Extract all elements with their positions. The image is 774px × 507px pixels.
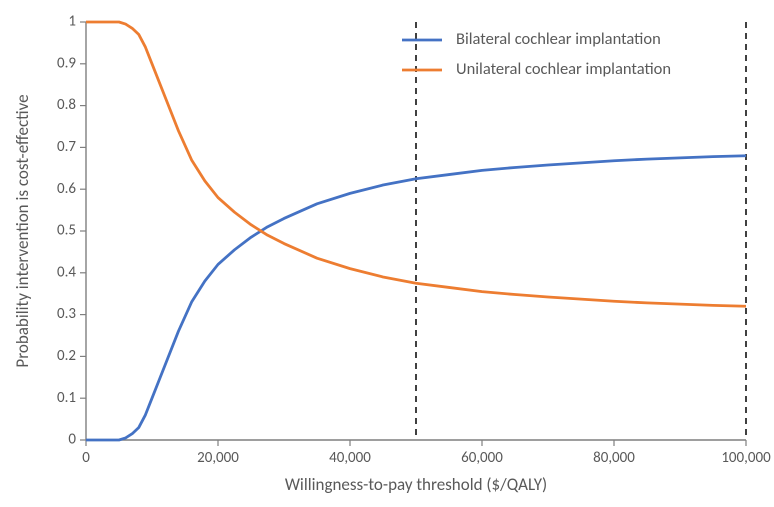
ceac-chart: 0 0.1 0.2 0.3 0.4 0.5 0.6 0.7 0.8 0.9 1 0 20,000 40,0…: [0, 0, 774, 507]
y-tick-label: 0.8: [57, 96, 76, 114]
y-tick-label: 0.1: [57, 389, 76, 407]
x-tick-label: 100,000: [721, 449, 771, 467]
x-tick-label: 20,000: [197, 449, 239, 467]
y-tick-label: 0.9: [57, 54, 76, 72]
x-tick-label: 80,000: [593, 449, 635, 467]
x-axis-title: Willingness-to-pay threshold ($/QALY): [285, 474, 547, 495]
y-axis-title: Probability intervention is cost-effecti…: [12, 94, 33, 367]
y-tick-label: 0.2: [57, 347, 76, 365]
x-tick-label: 0: [82, 449, 90, 467]
y-tick-label: 0.6: [57, 180, 76, 198]
y-tick-label: 1: [68, 13, 76, 31]
y-tick-label: 0.5: [57, 222, 76, 240]
legend-label: Bilateral cochlear implantation: [456, 29, 661, 49]
x-tick-label: 40,000: [329, 449, 371, 467]
y-tick-label: 0.3: [57, 305, 76, 323]
y-tick-label: 0.7: [57, 138, 76, 156]
x-tick-label: 60,000: [461, 449, 503, 467]
y-tick-label: 0.4: [57, 263, 76, 281]
y-tick-label: 0: [68, 431, 76, 449]
legend-label: Unilateral cochlear implantation: [456, 59, 671, 79]
chart-svg: 0 0.1 0.2 0.3 0.4 0.5 0.6 0.7 0.8 0.9 1 0 20,000 40,0…: [0, 0, 774, 507]
